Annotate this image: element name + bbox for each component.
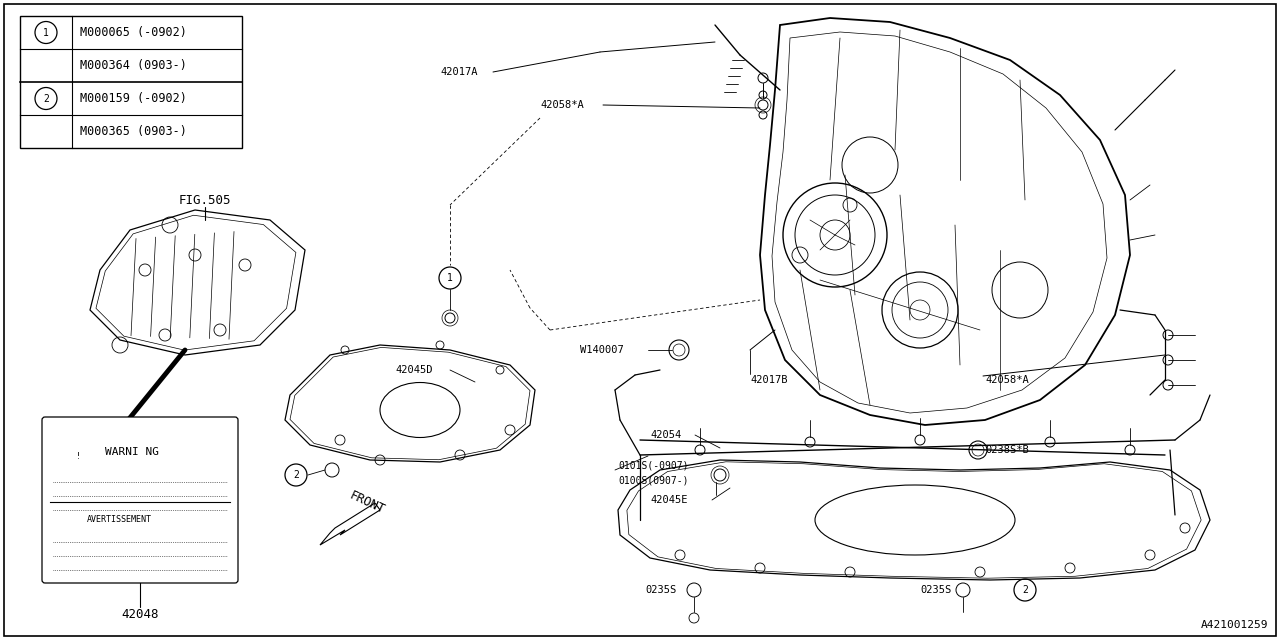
Text: 1: 1 <box>447 273 453 283</box>
Polygon shape <box>320 503 380 545</box>
Text: 42048: 42048 <box>122 609 159 621</box>
Text: M000065 (-0902): M000065 (-0902) <box>79 26 187 39</box>
FancyBboxPatch shape <box>20 16 242 148</box>
Text: 42045D: 42045D <box>396 365 433 375</box>
Text: FRONT: FRONT <box>347 489 387 516</box>
Text: 2: 2 <box>293 470 300 480</box>
Text: A421001259: A421001259 <box>1201 620 1268 630</box>
Text: 2: 2 <box>44 93 49 104</box>
Text: WARNI NG: WARNI NG <box>105 447 159 457</box>
Text: 0238S*B: 0238S*B <box>986 445 1029 455</box>
Text: 0101S(-0907): 0101S(-0907) <box>618 460 689 470</box>
Text: 0235S: 0235S <box>920 585 951 595</box>
Text: 42017A: 42017A <box>440 67 477 77</box>
Text: 0235S: 0235S <box>645 585 676 595</box>
Text: 42017B: 42017B <box>750 375 787 385</box>
Text: M000159 (-0902): M000159 (-0902) <box>79 92 187 105</box>
Text: 0100S(0907-): 0100S(0907-) <box>618 475 689 485</box>
Text: !: ! <box>76 451 81 461</box>
Text: M000365 (0903-): M000365 (0903-) <box>79 125 187 138</box>
Text: 42054: 42054 <box>650 430 681 440</box>
Text: 2: 2 <box>1021 585 1028 595</box>
FancyBboxPatch shape <box>42 417 238 583</box>
Text: 1: 1 <box>44 28 49 38</box>
Text: 42058*A: 42058*A <box>540 100 584 110</box>
Text: AVERTISSEMENT: AVERTISSEMENT <box>87 515 152 525</box>
Text: FIG.505: FIG.505 <box>179 193 232 207</box>
Text: M000364 (0903-): M000364 (0903-) <box>79 59 187 72</box>
Text: 42045E: 42045E <box>650 495 687 505</box>
Text: W140007: W140007 <box>580 345 623 355</box>
Text: 42058*A: 42058*A <box>986 375 1029 385</box>
